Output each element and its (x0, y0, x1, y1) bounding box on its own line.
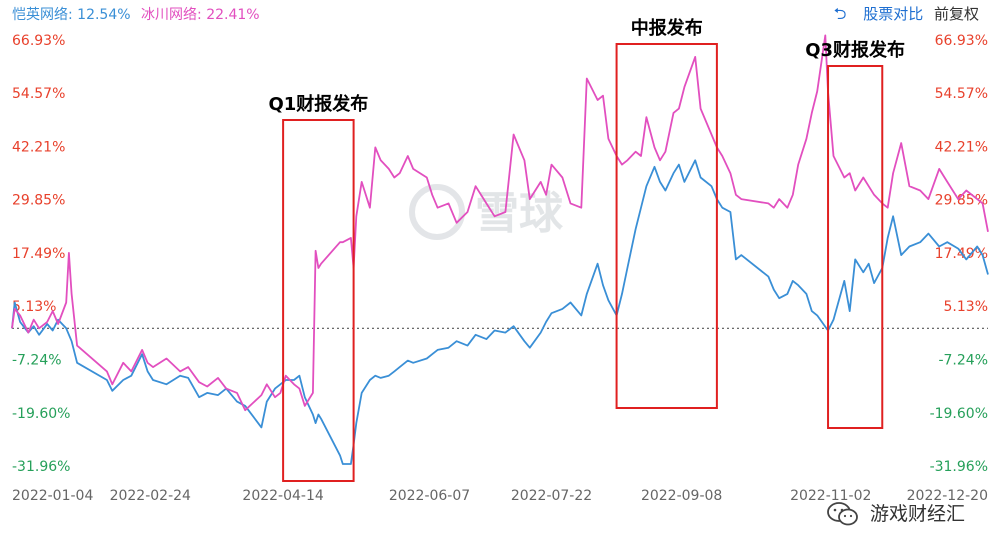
y-tick-label-left: 17.49% (12, 246, 65, 262)
price-adjust-button[interactable]: 前复权 (933, 5, 979, 23)
legend-item-series-1[interactable]: 恺英网络: 12.54% (12, 7, 135, 23)
y-tick-label-right: 66.93% (935, 33, 988, 49)
y-tick-label-left: 66.93% (12, 33, 65, 49)
x-tick-label: 2022-12-20 (907, 488, 988, 504)
annotation-box (615, 43, 718, 409)
series-layer (11, 34, 989, 465)
y-axis-right: 66.93%54.57%42.21%29.85%17.49%5.13%-7.24… (930, 33, 988, 475)
y-tick-label-left: 42.21% (12, 139, 65, 155)
legend-item-series-2[interactable]: 冰川网络: 22.41% (141, 7, 260, 23)
watermark-text: 雪球 (475, 188, 564, 239)
watermark-logo-icon (409, 184, 465, 240)
y-tick-label-right: -7.24% (938, 353, 988, 369)
wechat-icon (827, 502, 858, 526)
series-line-1 (11, 159, 989, 465)
x-tick-label: 2022-07-22 (511, 488, 592, 504)
y-tick-label-right: -19.60% (930, 406, 988, 422)
legend: 恺英网络: 12.54% 冰川网络: 22.41% (12, 4, 266, 24)
chart-toolbar: ⮌ 股票对比 前复权 (834, 3, 979, 30)
watermark: 雪球 (409, 184, 564, 240)
y-tick-label-right: 5.13% (944, 299, 988, 315)
y-axis-left: 66.93% 54.57% 42.21% 29.85% 17.49% 5.13% -7.24… (12, 33, 70, 475)
x-axis: 2022-01-04 2022-02-24 2022-04-14 2022-06-07… (12, 488, 988, 504)
stock-compare-button[interactable]: 股票对比 (863, 5, 924, 23)
y-tick-label-left: 5.13% (12, 299, 56, 315)
y-tick-label-left: -19.60% (12, 406, 70, 422)
y-tick-label-left: -31.96% (12, 459, 70, 475)
y-tick-label-right: 54.57% (935, 86, 988, 102)
x-tick-label: 2022-09-08 (641, 488, 722, 504)
y-tick-label-left: -7.24% (12, 353, 62, 369)
annotation-box (827, 65, 884, 429)
wechat-footer: 游戏财经汇 (826, 499, 965, 528)
annotation-label: 中报发布 (631, 17, 703, 39)
y-tick-label-right: 42.21% (935, 139, 988, 155)
series-line-2 (11, 34, 989, 412)
annotation-label: Q3财报发布 (805, 39, 905, 61)
y-tick-label-left: 54.57% (12, 86, 65, 102)
y-tick-label-left: 29.85% (12, 193, 65, 209)
annotation-layer: Q1财报发布 中报发布 Q3财报发布 (268, 17, 905, 482)
y-tick-label-right: -31.96% (930, 459, 988, 475)
x-tick-label: 2022-04-14 (242, 488, 323, 504)
annotation-box (282, 119, 355, 482)
x-tick-label: 2022-01-04 (12, 488, 93, 504)
x-tick-label: 2022-11-02 (790, 488, 871, 504)
x-tick-label: 2022-02-24 (110, 488, 191, 504)
legend-label: 冰川网络: (141, 7, 202, 23)
wechat-account-name: 游戏财经汇 (869, 502, 965, 525)
undo-icon[interactable]: ⮌ (833, 4, 847, 23)
legend-label: 恺英网络: (12, 7, 73, 23)
annotation-label: Q1财报发布 (268, 93, 368, 115)
legend-value: 12.54% (77, 7, 131, 23)
x-tick-label: 2022-06-07 (389, 488, 470, 504)
legend-value: 22.41% (206, 7, 260, 23)
